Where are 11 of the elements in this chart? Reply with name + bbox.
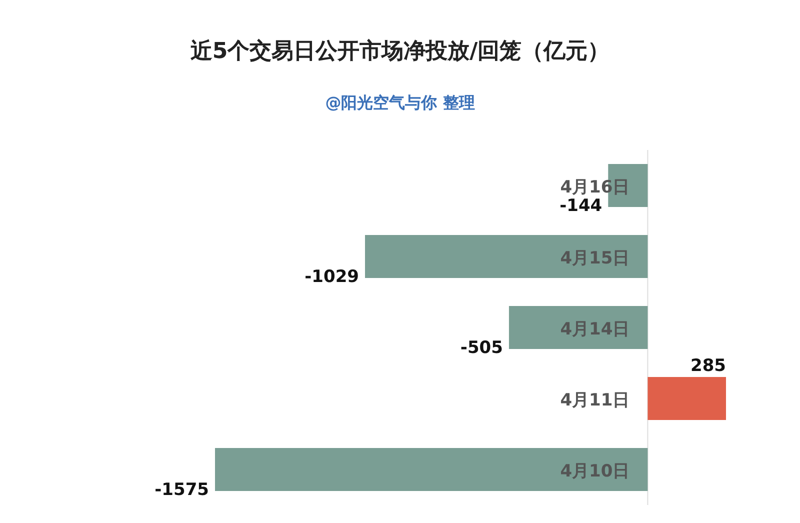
chart-subtitle: @阳光空气与你 整理 xyxy=(325,93,475,112)
y-tick-label: 4月11日 xyxy=(560,390,630,410)
data-label: 285 xyxy=(690,356,726,376)
data-label: -505 xyxy=(460,338,503,358)
y-tick-label: 4月14日 xyxy=(560,320,630,340)
chart-title: 近5个交易日公开市场净投放/回笼（亿元） xyxy=(189,38,610,64)
y-tick-label: 4月15日 xyxy=(560,248,630,268)
y-tick-label: 4月10日 xyxy=(560,462,630,482)
data-label: -1575 xyxy=(154,480,209,500)
data-label: -144 xyxy=(560,196,602,216)
data-label: -1029 xyxy=(304,267,360,287)
